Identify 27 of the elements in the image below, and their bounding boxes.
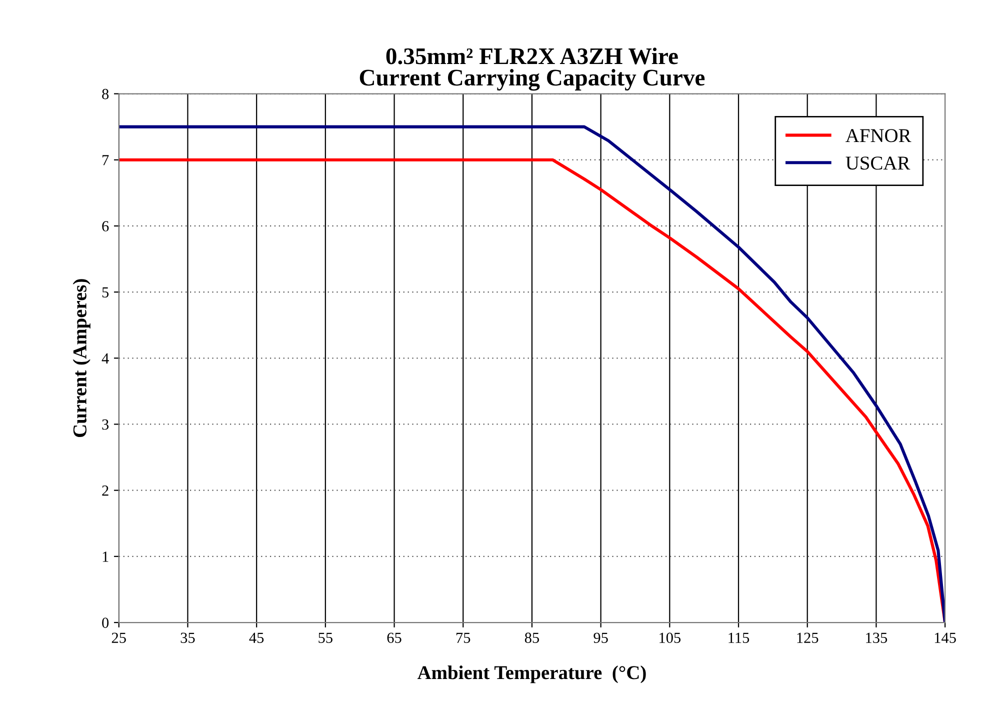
x-tick-label: 115 [728,632,750,643]
y-tick-label: 1 [102,552,108,562]
x-tick-label: 45 [249,632,264,643]
x-tick-label: 135 [866,632,888,643]
legend-label: USCAR [846,156,910,170]
y-tick-label: 3 [102,419,109,430]
y-tick-label: 0 [102,618,109,628]
x-tick-label: 55 [318,632,332,643]
y-tick-label: 7 [102,155,109,166]
x-tick-label: 145 [934,632,956,643]
legend-label: AFNOR [846,129,912,142]
y-tick-label: 4 [102,353,109,364]
y-tick-label: 5 [102,287,109,298]
x-tick-label: 125 [797,632,818,643]
x-tick-label: 25 [112,632,126,643]
y-axis-title: Current (Amperes) [72,279,90,438]
x-tick-label: 95 [594,632,608,643]
y-tick-label: 6 [102,221,109,232]
x-tick-label: 75 [456,632,470,643]
x-tick-label: 35 [180,632,195,643]
x-axis-title: Ambient Temperature (°C) [417,666,646,684]
x-tick-label: 65 [387,632,402,643]
x-tick-label: 105 [660,632,681,643]
y-tick-label: 8 [102,88,109,100]
chart-title: 0.35mm² FLR2X A3ZH Wire Current Carrying Capacity Curve [360,48,705,91]
y-tick-label: 2 [102,486,108,496]
x-tick-label: 85 [524,632,540,643]
